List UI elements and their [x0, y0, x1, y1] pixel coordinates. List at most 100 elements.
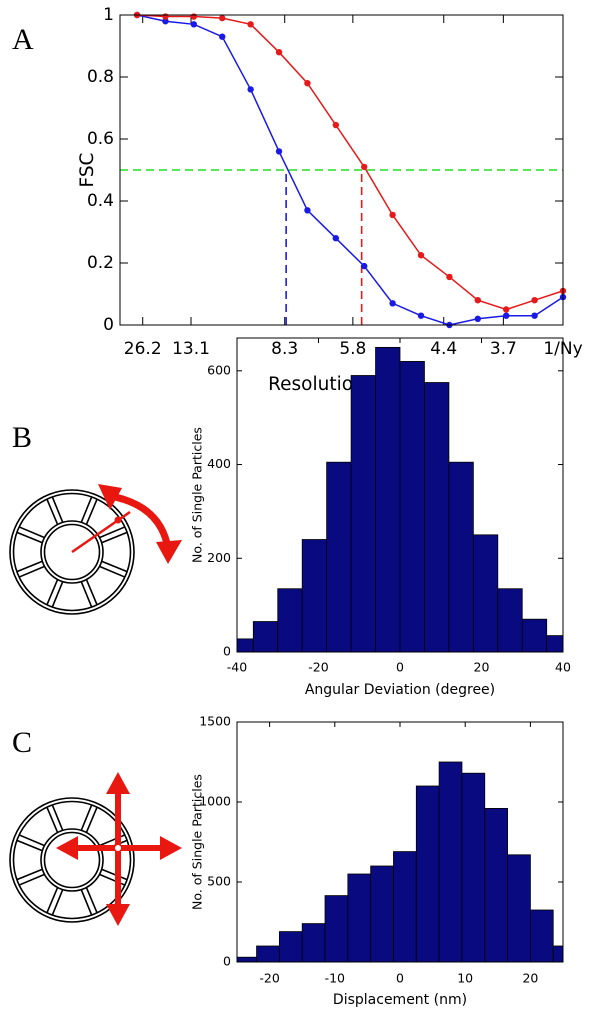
ring-icon: [9, 797, 135, 923]
bar: [521, 618, 548, 652]
plot-frame: [236, 337, 564, 653]
segment-edge: [16, 868, 43, 881]
segment-edge: [51, 804, 64, 831]
arrow-head: [156, 540, 182, 564]
segment-edge: [85, 887, 98, 914]
segment-edge: [16, 531, 43, 544]
rotation-axis: [71, 510, 131, 554]
fsc-point: [162, 18, 169, 25]
fsc-point: [389, 300, 396, 307]
y-axis-label: FSC: [77, 153, 98, 188]
shift-center: [115, 845, 121, 851]
bar: [424, 382, 450, 652]
fsc-point: [190, 13, 198, 20]
segment-edge: [101, 560, 128, 573]
bar: [252, 621, 279, 652]
x-tick-label: 0: [396, 971, 404, 986]
bar: [530, 909, 554, 962]
x-tick-label: 0: [396, 660, 404, 675]
bars: [237, 761, 563, 962]
bar: [448, 461, 474, 652]
segment-edge: [85, 579, 98, 606]
ring-outline: [43, 523, 101, 581]
segment-edge: [51, 496, 64, 523]
fsc-point: [247, 21, 254, 28]
y-tick-label: 0.2: [87, 253, 114, 273]
segment-edge: [80, 581, 93, 608]
x-tick-label: 8.3: [271, 339, 298, 359]
bar: [301, 923, 326, 962]
bars: [237, 346, 563, 652]
bar: [399, 361, 425, 652]
fsc-point: [275, 49, 283, 56]
bar: [277, 588, 303, 652]
y-axis-label: No. of Single Particles: [190, 427, 205, 563]
x-tick-label: -40: [227, 660, 247, 675]
ring-outline: [12, 800, 132, 920]
segment-edge: [46, 579, 59, 606]
x-tick-label: -10: [325, 971, 345, 986]
bar: [301, 539, 328, 652]
fsc-point: [219, 33, 226, 40]
segment-edge: [99, 526, 126, 539]
fsc-point: [162, 13, 169, 20]
y-tick-label: 500: [207, 874, 231, 889]
panel-letter: C: [12, 726, 32, 759]
fsc-point: [361, 262, 368, 270]
x-axis-label: Displacement (nm): [333, 992, 467, 1008]
arrow-head: [98, 484, 122, 510]
fsc-point: [417, 312, 425, 319]
segment-edge: [99, 873, 126, 886]
arrow-head: [106, 904, 130, 926]
y-tick-label: 0: [223, 644, 231, 659]
fsc-point: [474, 297, 482, 304]
segment-edge: [18, 526, 45, 539]
x-tick-label: 3.7: [490, 339, 517, 359]
bar: [256, 945, 280, 962]
rotation-arrow: [109, 492, 172, 549]
x-axis-label: Angular Deviation (degree): [305, 682, 495, 698]
fsc-point: [275, 148, 283, 155]
fsc-point: [417, 252, 425, 259]
ring-outline: [9, 489, 135, 615]
bar: [546, 635, 563, 652]
fsc-point: [389, 211, 396, 219]
segment-edge: [18, 565, 45, 578]
y-tick-label: 0.6: [87, 129, 114, 149]
ring-outline: [12, 492, 132, 612]
panel-letter: B: [12, 421, 32, 454]
bar: [324, 895, 349, 962]
x-tick-label: 20: [522, 971, 538, 986]
rotation-dot: [114, 516, 122, 524]
x-tick-label: 5.8: [339, 339, 366, 359]
y-tick-label: 200: [207, 550, 231, 565]
fsc-line: [136, 14, 564, 311]
fsc-point: [503, 312, 510, 319]
fsc-point: [446, 273, 453, 281]
bar: [497, 588, 523, 652]
y-axis-label: No. of Single Particles: [190, 774, 205, 910]
ring-outline: [9, 797, 135, 923]
x-tick-label: 4.4: [430, 339, 457, 359]
y-tick-label: 0: [103, 315, 114, 335]
arrow-head: [56, 836, 78, 860]
bar: [415, 785, 440, 962]
bar: [552, 945, 563, 962]
segment-edge: [80, 889, 93, 916]
arrow-head: [160, 836, 182, 860]
segment-edge: [85, 498, 98, 525]
fsc-point: [219, 14, 226, 22]
y-tick-label: 1500: [199, 714, 231, 729]
bar: [370, 865, 394, 962]
fsc-line: [136, 14, 564, 326]
segment-edge: [99, 834, 126, 847]
segment-edge: [101, 868, 128, 881]
segment-edge: [80, 496, 93, 523]
ring-outline: [43, 831, 101, 889]
segment-edge: [18, 873, 45, 886]
segment-edge: [46, 498, 59, 525]
plot-frame: [119, 14, 564, 326]
segment-edge: [85, 806, 98, 833]
bar: [472, 534, 499, 652]
bar: [461, 772, 486, 962]
